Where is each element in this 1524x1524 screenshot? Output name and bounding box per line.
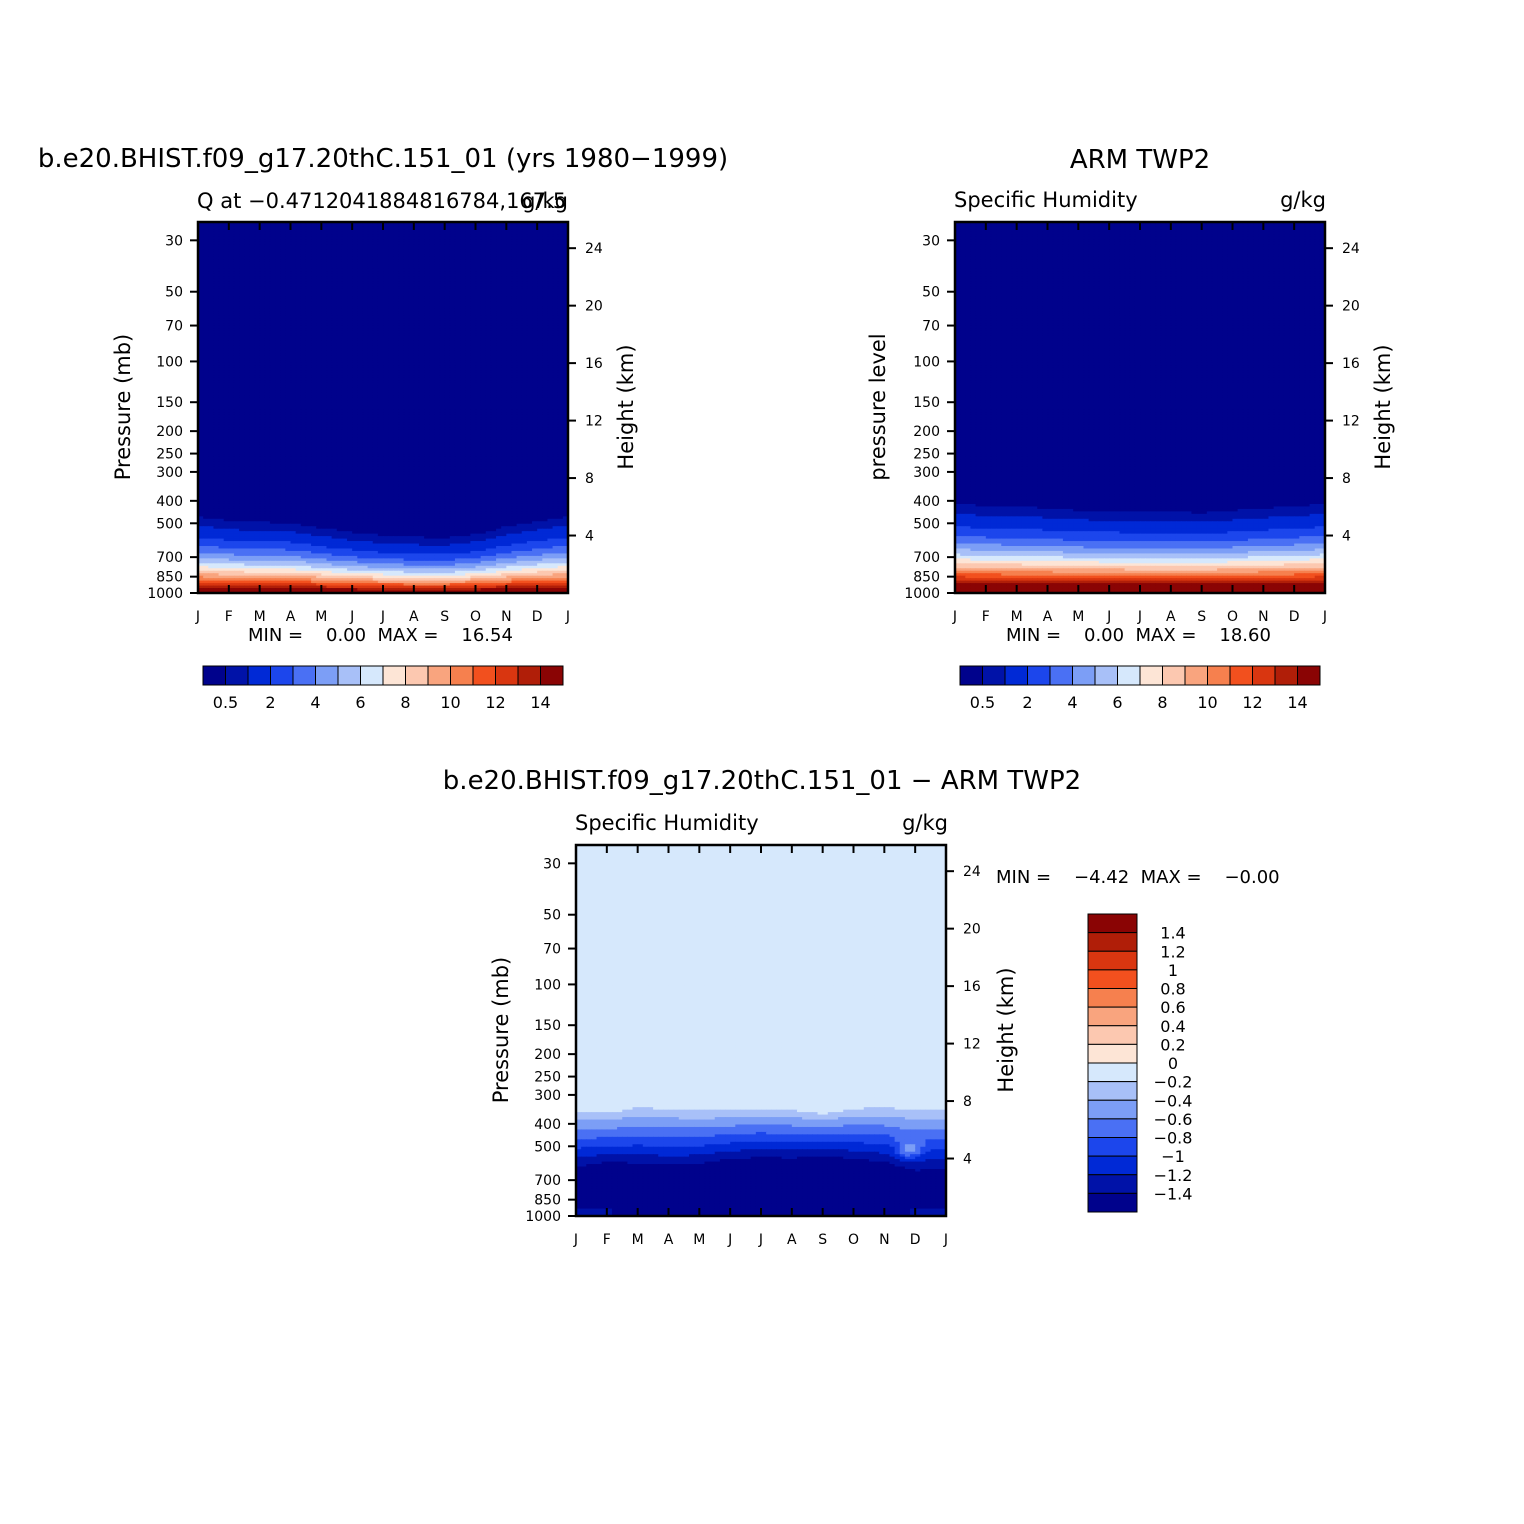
model-field <box>198 222 569 594</box>
panel-model-subtitle-left: Q at −0.4712041884816784,167.5 <box>197 189 566 213</box>
panel-model-title: b.e20.BHIST.f09_g17.20thC.151_01 (yrs 19… <box>38 144 728 174</box>
panel-model-y2label: Height (km) <box>614 344 638 469</box>
panel-model-ylabel: Pressure (mb) <box>111 334 135 481</box>
panel-model-subtitle-right: g/kg <box>522 189 568 213</box>
panel-model-plot: J F M A M J J A S O N D J305070100150200250300400500… <box>147 222 603 625</box>
